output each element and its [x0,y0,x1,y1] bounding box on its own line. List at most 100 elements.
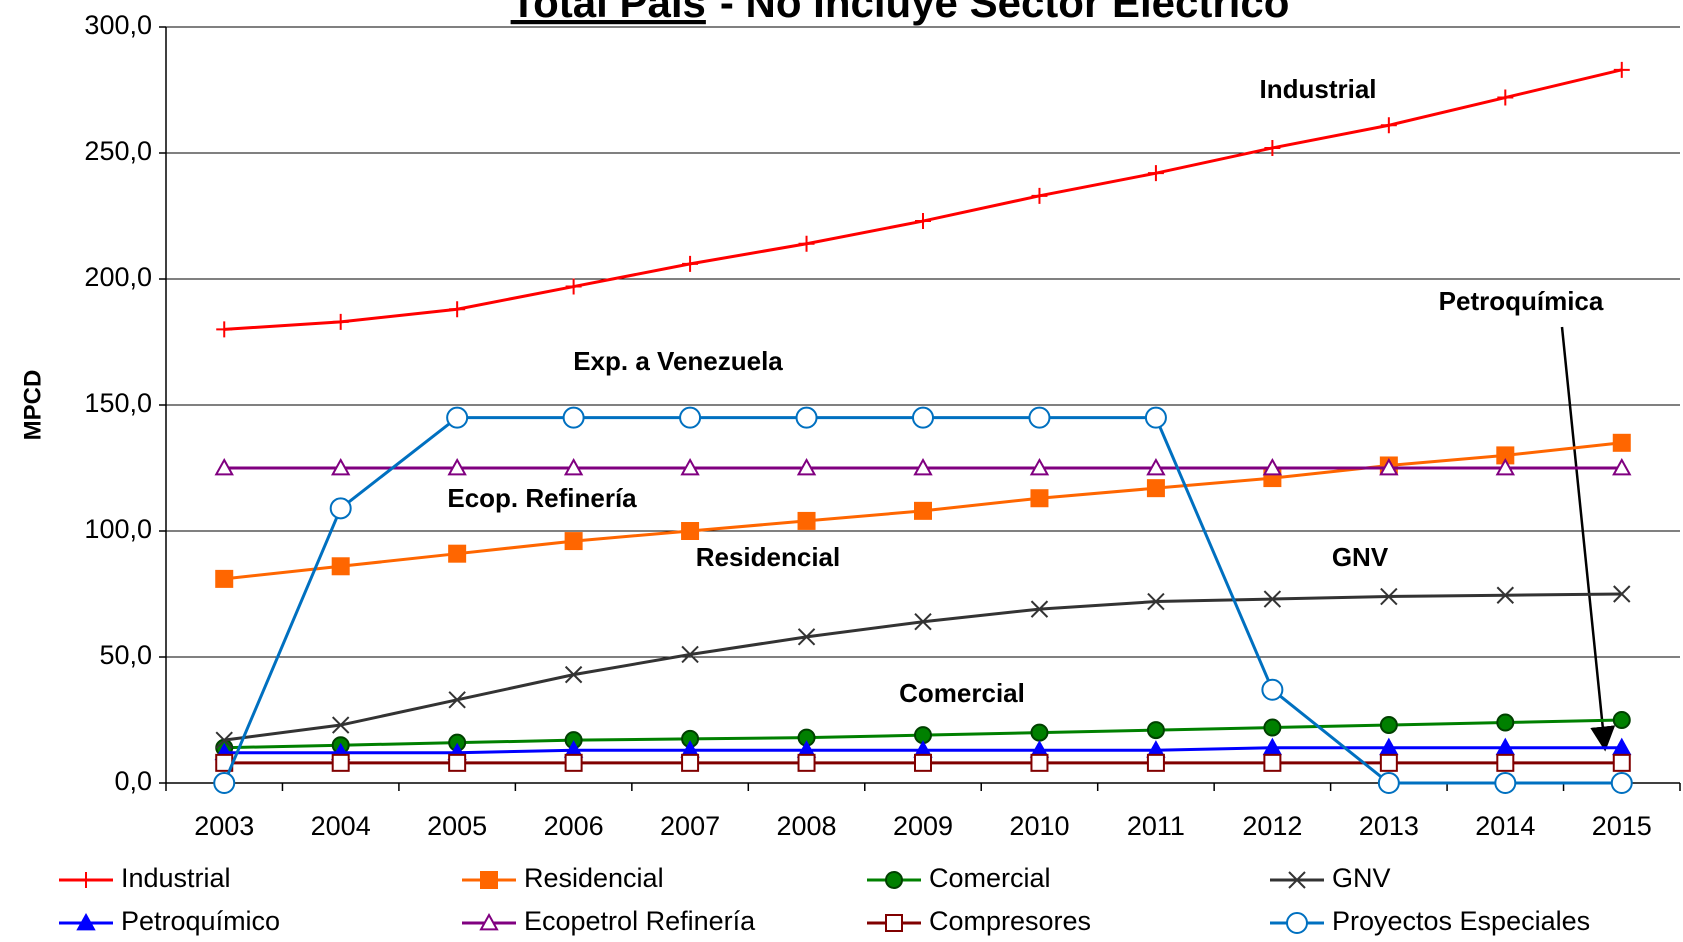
legend-label: Ecopetrol Refinería [524,906,756,936]
series-line [224,592,1622,742]
marker [1263,590,1282,608]
marker [76,912,96,931]
marker [682,255,699,272]
marker [1377,772,1400,794]
legend-label: Industrial [121,863,231,893]
marker [562,406,585,429]
marker [795,406,818,429]
chart-title: Total País [511,0,706,26]
marker [1496,753,1515,772]
marker [914,753,932,772]
marker [563,457,584,476]
marker [446,406,469,429]
marker [681,645,699,664]
marker [215,731,233,749]
legend-label: GNV [1332,863,1391,893]
x-tick-label: 2011 [1127,811,1185,841]
marker [1028,406,1051,429]
marker [1261,678,1284,701]
y-tick-label: 150,0 [84,388,152,418]
legend-label: Comercial [929,863,1051,893]
y-tick-label: 300,0 [84,10,152,40]
marker [1262,457,1283,476]
x-tick-label: 2009 [893,811,953,841]
legend-label: Proyectos Especiales [1332,906,1590,936]
marker [1147,592,1165,611]
marker [1030,723,1049,742]
marker [1380,587,1398,606]
marker [448,691,466,709]
marker [679,406,702,429]
marker [1610,772,1633,794]
marker [798,235,815,252]
marker [331,716,350,734]
marker [448,753,467,772]
marker [1146,457,1166,476]
marker [1496,713,1515,732]
chart-title-group: Total País - No Incluye Sector Eléctrico [511,0,1290,26]
x-tick-label: 2014 [1475,811,1535,841]
x-tick-label: 2013 [1359,811,1419,841]
marker [1379,716,1398,735]
x-tick-label: 2008 [776,811,836,841]
marker [1380,117,1397,134]
marker [914,613,932,631]
legend-label: Petroquímico [121,906,280,936]
marker [1146,479,1165,498]
x-tick-label: 2010 [1009,811,1069,841]
marker [479,912,499,931]
x-tick-label: 2004 [311,811,371,841]
marker [1379,753,1398,772]
marker [331,557,350,576]
marker [1031,187,1048,204]
marker [564,665,583,684]
marker [564,532,583,551]
marker [1494,772,1517,794]
marker [681,753,700,772]
marker [1030,753,1049,772]
marker [915,213,931,230]
marker [912,406,934,429]
x-tick-label: 2012 [1242,811,1302,841]
marker [797,628,816,646]
marker [913,457,933,476]
marker [447,457,467,476]
marker [1263,718,1282,737]
annotation: Petroquímica [1439,286,1604,316]
annotation: GNV [1332,542,1389,572]
marker [1029,457,1050,476]
marker [797,753,816,772]
marker [216,321,233,338]
y-tick-label: 100,0 [84,514,152,544]
marker [448,544,467,563]
annotation: Exp. a Venezuela [573,346,783,376]
marker [1286,912,1308,934]
marker [1379,457,1399,476]
marker [1030,489,1049,508]
marker [214,457,234,476]
annotation: Comercial [899,678,1025,708]
annotation: Industrial [1259,74,1376,104]
legend-label: Residencial [524,863,664,893]
annotation: Ecop. Refinería [447,483,637,513]
marker [681,522,700,540]
marker [885,871,903,889]
marker [1030,600,1049,618]
marker [329,497,352,520]
y-axis-label: MPCD [19,370,46,441]
marker [213,772,236,794]
y-tick-label: 50,0 [99,640,152,670]
marker [1147,165,1164,182]
y-tick-label: 250,0 [84,136,152,166]
marker [1288,871,1306,889]
x-tick-label: 2015 [1592,811,1652,841]
marker [1496,586,1515,604]
y-tick-label: 0,0 [114,766,152,796]
x-tick-label: 2003 [194,811,254,841]
x-tick-label: 2006 [544,811,604,841]
marker [1612,433,1631,452]
marker [680,457,700,476]
marker [796,457,817,476]
marker [1612,753,1631,772]
